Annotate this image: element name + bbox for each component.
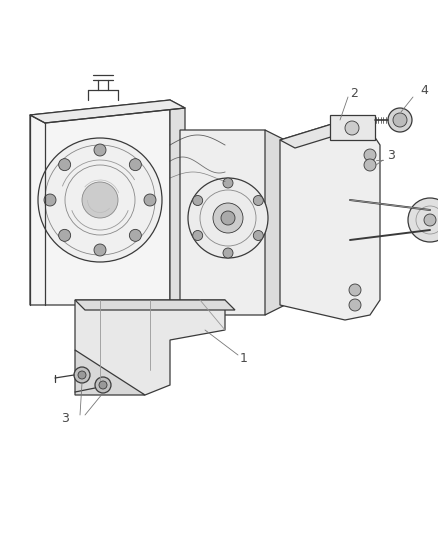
Circle shape [144,194,155,206]
Circle shape [74,367,90,383]
Text: 1: 1 [240,351,247,365]
Polygon shape [30,100,184,123]
Circle shape [220,211,234,225]
Polygon shape [329,115,374,140]
Circle shape [223,178,233,188]
Circle shape [212,203,243,233]
Circle shape [363,149,375,161]
Polygon shape [279,120,359,148]
Circle shape [223,248,233,258]
Circle shape [95,377,111,393]
Circle shape [387,108,411,132]
Circle shape [363,159,375,171]
Polygon shape [75,300,234,310]
Circle shape [253,196,263,206]
Circle shape [78,371,86,379]
Circle shape [392,113,406,127]
Text: 3: 3 [386,149,394,161]
Polygon shape [170,100,184,313]
Polygon shape [75,350,145,395]
Circle shape [407,198,438,242]
Circle shape [348,299,360,311]
Circle shape [187,178,267,258]
Polygon shape [265,130,284,315]
Polygon shape [279,120,379,320]
Circle shape [348,284,360,296]
Circle shape [82,182,118,218]
Circle shape [59,159,71,171]
Circle shape [99,381,107,389]
Circle shape [192,196,202,206]
Circle shape [192,230,202,240]
Circle shape [94,144,106,156]
Circle shape [253,230,263,240]
Circle shape [423,214,435,226]
Text: 2: 2 [349,86,357,100]
Circle shape [38,138,162,262]
Circle shape [129,229,141,241]
Polygon shape [180,130,274,315]
Circle shape [44,194,56,206]
Circle shape [344,121,358,135]
Polygon shape [75,300,225,395]
Circle shape [59,229,71,241]
Text: 3: 3 [61,411,69,424]
Text: 4: 4 [419,84,427,96]
Circle shape [94,244,106,256]
Polygon shape [30,100,170,305]
Circle shape [129,159,141,171]
